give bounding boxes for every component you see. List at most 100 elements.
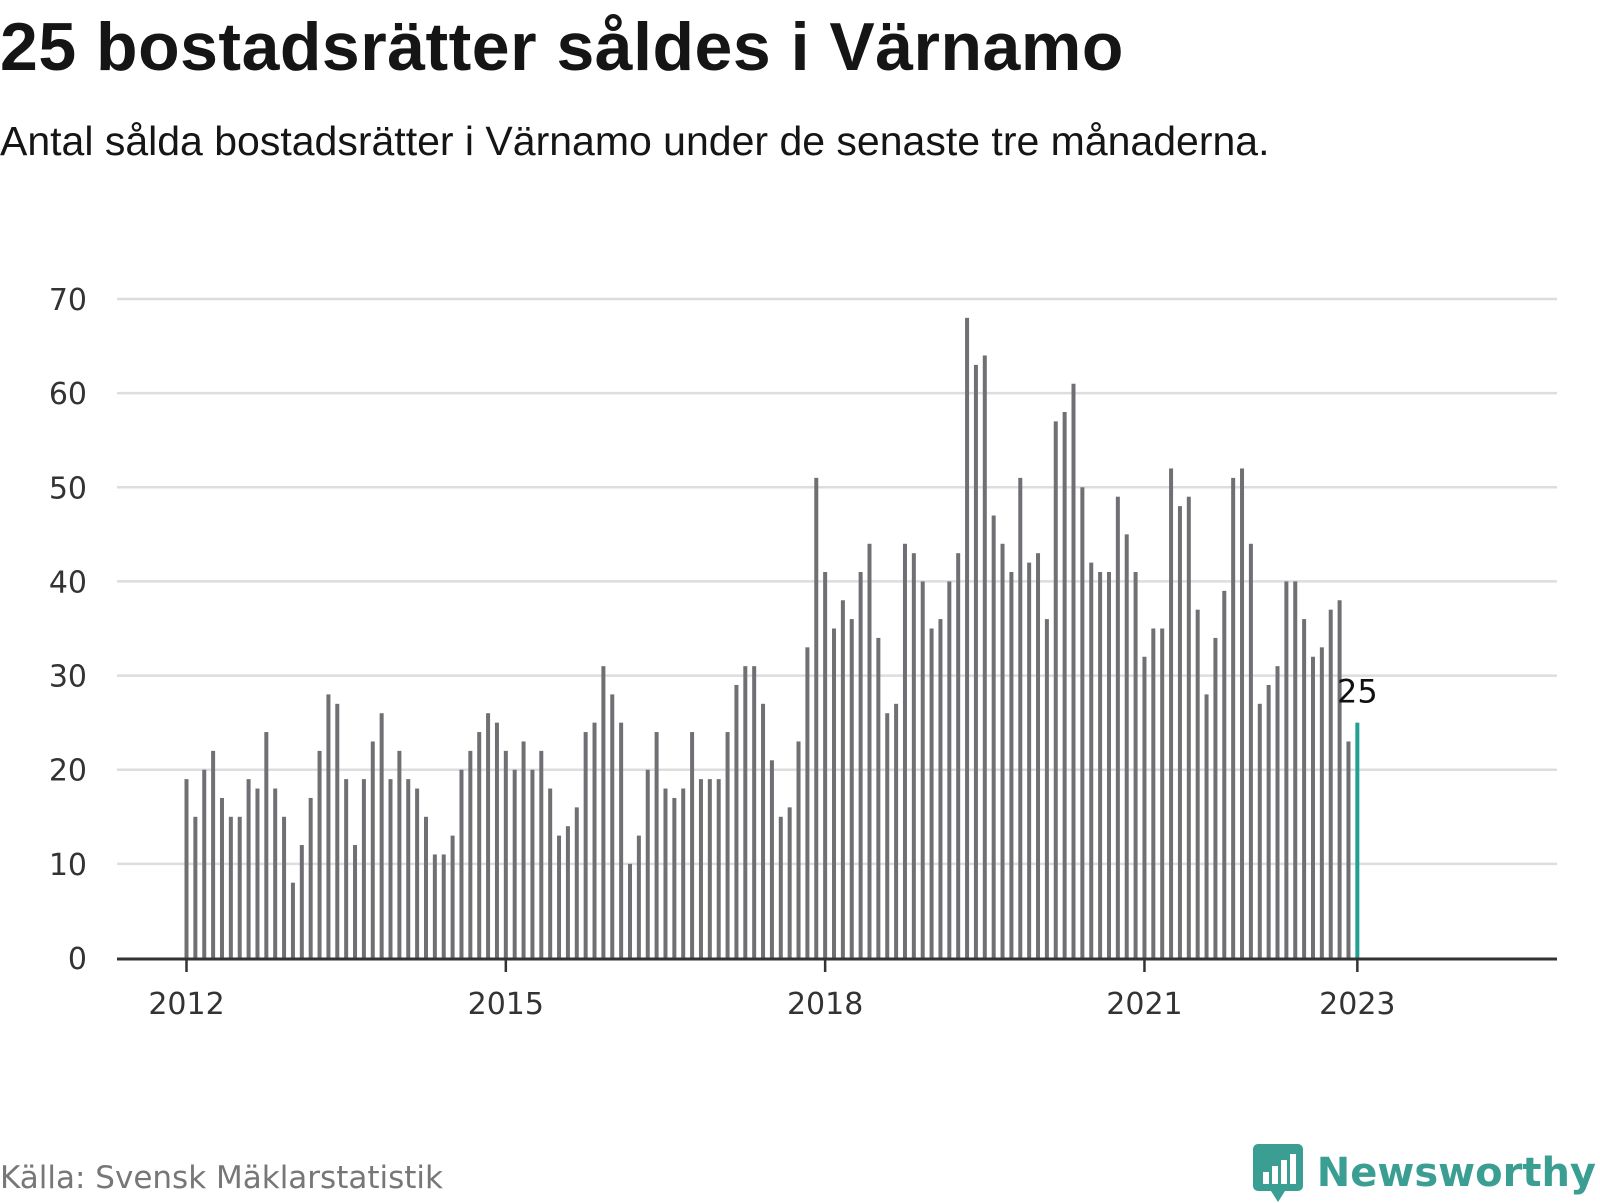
highlight-value-label: 25 [1337, 673, 1378, 711]
y-tick-label: 60 [49, 377, 87, 412]
bar [1319, 647, 1324, 958]
bar-highlight [1355, 722, 1360, 958]
bar [1098, 572, 1103, 958]
bar [778, 816, 783, 958]
bar [1231, 477, 1236, 958]
bar [494, 722, 499, 958]
bar [725, 732, 730, 958]
bar [1142, 656, 1147, 958]
y-tick-label: 10 [49, 848, 87, 883]
bar [1222, 590, 1227, 958]
bar [929, 628, 934, 958]
bar [299, 845, 304, 958]
bar [1177, 506, 1182, 958]
bar [787, 807, 792, 958]
bar [1302, 619, 1307, 958]
bar [938, 619, 943, 958]
brand-name: Newsworthy [1316, 1150, 1596, 1196]
bar [1195, 609, 1200, 958]
bar [645, 769, 650, 958]
bar [911, 553, 916, 958]
bar [521, 741, 526, 958]
bar [1266, 684, 1271, 958]
bar [308, 797, 313, 958]
bars [184, 317, 1360, 958]
bar [1089, 562, 1094, 958]
x-tick-label: 2023 [1319, 987, 1395, 1022]
bar [530, 769, 535, 958]
bar [628, 863, 632, 958]
bar [1000, 543, 1005, 958]
bar [965, 317, 970, 958]
brand-logo: Newsworthy [1252, 1143, 1596, 1203]
bar [947, 581, 952, 958]
bar [379, 713, 384, 958]
bar [184, 779, 189, 958]
bar [557, 835, 562, 958]
bar [601, 666, 606, 958]
bar [690, 732, 695, 958]
bar [1213, 637, 1218, 958]
bar [202, 769, 207, 958]
bar [344, 779, 349, 958]
bar [716, 779, 721, 958]
bar [894, 703, 899, 958]
bar [991, 515, 996, 958]
bar [246, 779, 251, 958]
bar [326, 694, 331, 958]
bar [423, 816, 428, 958]
y-tick-label: 50 [49, 471, 87, 506]
bar [1186, 496, 1191, 958]
bar [512, 769, 517, 958]
y-tick-label: 0 [68, 942, 87, 977]
bar [335, 703, 340, 958]
bar [548, 788, 553, 958]
bar [353, 845, 358, 958]
bar [219, 797, 224, 958]
bar [1071, 383, 1076, 958]
bar [1115, 496, 1120, 958]
bar-chart: 0 10 20 30 40 50 60 70 2012 2015 2018 2021 2023 25 [49, 283, 1557, 1022]
bar [654, 732, 659, 958]
bar [406, 779, 411, 958]
bar [370, 741, 375, 958]
bar [849, 619, 854, 958]
bar [1062, 411, 1067, 958]
bar [264, 732, 269, 958]
bar [1009, 572, 1014, 958]
bar [583, 732, 588, 958]
bar [1293, 581, 1298, 958]
bar [814, 477, 819, 958]
x-axis-ticks: 2012 2015 2018 2021 2023 [148, 958, 1396, 1022]
x-tick-label: 2018 [787, 987, 863, 1022]
bar [1036, 553, 1041, 958]
bar [290, 882, 295, 958]
bar [1124, 534, 1129, 958]
bar [432, 854, 437, 958]
bar [1160, 628, 1165, 958]
bar [867, 543, 872, 958]
bar [1151, 628, 1156, 958]
bar [415, 788, 420, 958]
y-tick-label: 40 [49, 565, 87, 600]
bar [441, 854, 446, 958]
bar [796, 741, 801, 958]
bar [503, 750, 508, 958]
bar [574, 807, 579, 958]
bar [255, 788, 260, 958]
y-tick-label: 20 [49, 754, 87, 789]
bar [1328, 609, 1333, 958]
bar [885, 713, 890, 958]
bar [858, 572, 863, 958]
bar [1337, 600, 1342, 958]
bar [681, 788, 686, 958]
bar [982, 355, 987, 958]
source-note: Källa: Svensk Mäklarstatistik [0, 1160, 443, 1196]
bar [1275, 666, 1280, 958]
bar [1240, 468, 1245, 958]
bar [920, 581, 925, 958]
y-tick-label: 70 [49, 283, 87, 318]
bar [734, 684, 739, 958]
x-tick-label: 2021 [1106, 987, 1182, 1022]
bar [1018, 477, 1023, 958]
